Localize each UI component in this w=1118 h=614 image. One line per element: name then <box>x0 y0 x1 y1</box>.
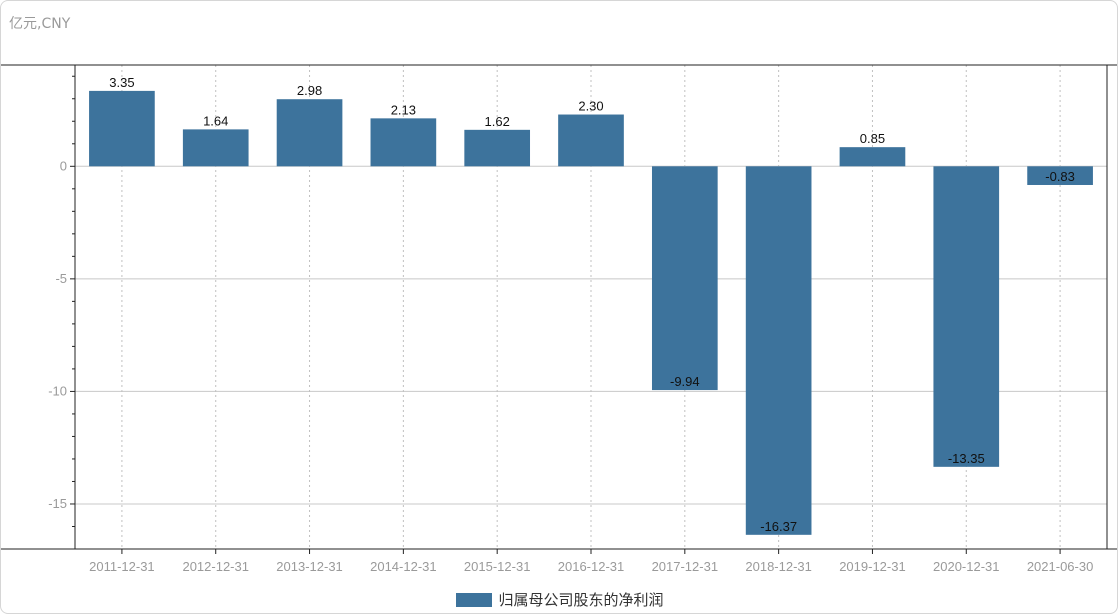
bar <box>745 166 812 535</box>
bar-value-label: -0.83 <box>1045 169 1075 184</box>
legend-swatch <box>456 592 493 607</box>
bar-value-label: 3.35 <box>109 75 134 90</box>
x-tick-label: 2013-12-31 <box>276 559 343 574</box>
y-tick-label: -10 <box>48 383 67 398</box>
legend[interactable]: 归属母公司股东的净利润 <box>1 589 1117 610</box>
bar-value-label: 2.98 <box>297 83 322 98</box>
bar-value-label: 2.13 <box>391 102 416 117</box>
bar <box>370 118 437 167</box>
x-tick-label: 2021-06-30 <box>1027 559 1094 574</box>
x-tick-label: 2014-12-31 <box>370 559 437 574</box>
y-axis-unit-label: 亿元,CNY <box>9 16 71 32</box>
bar-value-label: -13.35 <box>948 451 985 466</box>
x-tick-label: 2018-12-31 <box>745 559 812 574</box>
bar <box>933 166 1000 467</box>
bar <box>839 147 906 167</box>
legend-label: 归属母公司股东的净利润 <box>498 591 664 609</box>
y-tick-label: 0 <box>60 158 67 173</box>
axes: 0 -5 -10 -15 2011-12-31 2012-12-31 2013-12-31 2… <box>1 64 1117 574</box>
bar-value-label: 0.85 <box>860 131 885 146</box>
x-tick-label: 2016-12-31 <box>558 559 625 574</box>
bar-value-label: 1.64 <box>203 113 228 128</box>
bar <box>464 129 531 167</box>
bar <box>182 129 249 167</box>
x-tick-label: 2015-12-31 <box>464 559 531 574</box>
x-tick-label: 2020-12-31 <box>933 559 1000 574</box>
bar <box>276 99 343 167</box>
x-tick-label: 2017-12-31 <box>652 559 719 574</box>
y-tick-label: -5 <box>55 271 67 286</box>
y-tick-label: -15 <box>48 496 67 511</box>
bar-value-label: -16.37 <box>760 519 797 534</box>
bar <box>89 90 155 167</box>
x-tick-label: 2019-12-31 <box>839 559 906 574</box>
bar-value-labels: 3.35 1.64 2.98 2.13 1.62 2.30 -9.94 -16.37 0.85 -… <box>109 75 1075 534</box>
bar-value-label: 1.62 <box>485 114 510 129</box>
bar-value-label: -9.94 <box>670 374 700 389</box>
bar-chart: 0 -5 -10 -15 2011-12-31 2012-12-31 2013-12-31 2… <box>1 64 1117 574</box>
bar <box>1027 166 1093 185</box>
x-tick-label: 2012-12-31 <box>182 559 249 574</box>
x-tick-label: 2011-12-31 <box>89 559 155 574</box>
bar-value-label: 2.30 <box>578 99 603 114</box>
bars <box>89 90 1093 535</box>
bar <box>558 114 624 167</box>
bar <box>651 166 718 391</box>
